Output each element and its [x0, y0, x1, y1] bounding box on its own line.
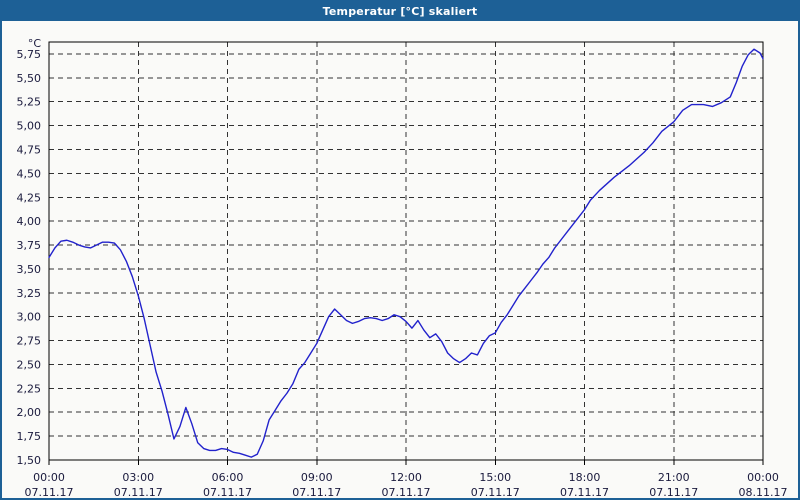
x-axis-date-label: 07.11.17: [203, 486, 252, 498]
x-axis-time-label: 03:00: [122, 471, 154, 484]
y-axis-tick-label: 5,25: [17, 96, 42, 109]
x-axis-time-label: 15:00: [479, 471, 511, 484]
x-axis-time-label: 09:00: [301, 471, 333, 484]
x-axis-date-label: 07.11.17: [25, 486, 74, 498]
y-axis-tick-label: 5,75: [17, 48, 42, 61]
series-line: [48, 48, 764, 458]
y-axis-tick-label: 4,75: [17, 143, 42, 156]
x-axis-date-label: 07.11.17: [292, 486, 341, 498]
y-axis-unit-label: °C: [28, 37, 42, 50]
chart-area: 5,75 5,50 5,25 5,00 4,75 4,50 4,25 4,00 3,75 3,50…: [2, 21, 798, 498]
x-axis-date-label: 07.11.17: [114, 486, 163, 498]
y-axis-tick-label: 3,50: [17, 263, 42, 276]
x-axis-date-label: 07.11.17: [471, 486, 520, 498]
x-axis-date-label: 08.11.17: [739, 486, 788, 498]
x-axis-date-label: 07.11.17: [560, 486, 609, 498]
x-axis-time-label: 21:00: [658, 471, 690, 484]
y-axis-tick-label: 4,25: [17, 191, 42, 204]
x-axis-time-label: 18:00: [569, 471, 601, 484]
window-title-bar: Temperatur [°C] skaliert: [2, 2, 798, 21]
y-axis-tick-label: 1,75: [17, 430, 42, 443]
y-axis-tick-label: 4,50: [17, 167, 42, 180]
y-axis-tick-label: 2,00: [17, 406, 42, 419]
x-axis-date-label: 07.11.17: [382, 486, 431, 498]
y-axis-tick-label: 5,00: [17, 120, 42, 133]
x-grid-lines: [48, 42, 764, 465]
x-axis-tick-labels: 00:00 07.11.17 03:00 07.11.17 06:00 07.11.17 0…: [25, 471, 788, 498]
x-axis-time-label: 00:00: [33, 471, 65, 484]
x-axis-date-label: 07.11.17: [649, 486, 698, 498]
y-axis-tick-label: 3,00: [17, 311, 42, 324]
axis-frame: [48, 41, 764, 461]
y-axis-tick-label: 5,50: [17, 72, 42, 85]
y-axis-tick-label: 1,50: [17, 454, 42, 467]
temperature-line-chart: 5,75 5,50 5,25 5,00 4,75 4,50 4,25 4,00 3,75 3,50…: [17, 37, 788, 498]
y-axis-tick-label: 3,25: [17, 287, 42, 300]
x-axis-time-label: 06:00: [212, 471, 244, 484]
y-axis-tick-label: 2,50: [17, 358, 42, 371]
y-axis-tick-label: 2,25: [17, 382, 42, 395]
series-temperatur: [48, 48, 764, 458]
y-axis-tick-label: 2,75: [17, 335, 42, 348]
y-axis-tick-labels: 5,75 5,50 5,25 5,00 4,75 4,50 4,25 4,00 3,75 3,50…: [17, 48, 42, 467]
y-axis-tick-label: 4,00: [17, 215, 42, 228]
page-title: Temperatur [°C] skaliert: [322, 5, 478, 18]
y-axis-tick-label: 3,75: [17, 239, 42, 252]
x-axis-time-label: 00:00: [747, 471, 779, 484]
x-axis-time-label: 12:00: [390, 471, 422, 484]
